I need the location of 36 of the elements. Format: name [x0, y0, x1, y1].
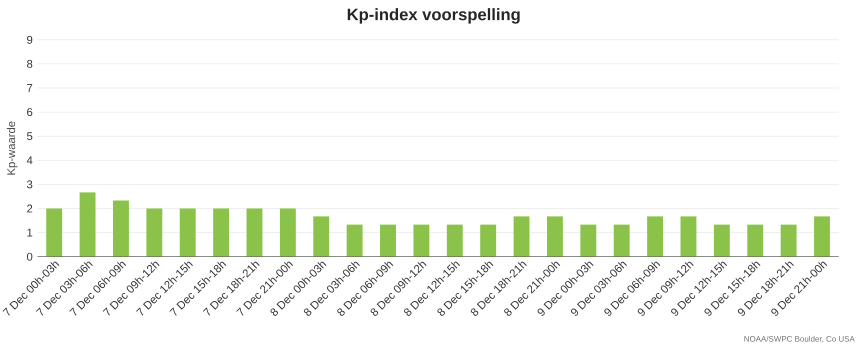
- bar: [280, 208, 296, 257]
- bar: [614, 224, 630, 257]
- bar: [346, 224, 363, 257]
- bar: [80, 192, 96, 257]
- bar: [647, 216, 664, 257]
- bar: [246, 208, 262, 257]
- y-tick-label: 5: [26, 132, 32, 140]
- bar: [814, 216, 830, 257]
- bar: [546, 216, 563, 257]
- bar: [714, 224, 730, 257]
- y-tick-label: 3: [26, 180, 32, 188]
- bar: [480, 224, 496, 257]
- bar: [146, 208, 162, 257]
- y-tick-label: 1: [27, 228, 32, 236]
- bar: [747, 224, 764, 257]
- bar: [46, 208, 62, 257]
- bar: [514, 216, 530, 257]
- bar: [446, 224, 463, 257]
- bar: [180, 208, 196, 257]
- y-axis-title: Kp-waarde: [6, 121, 18, 174]
- y-tick-label: 8: [27, 60, 32, 68]
- y-tick-label: 9: [27, 36, 32, 44]
- chart-title: Kp-index voorspelling: [348, 8, 520, 24]
- bar: [213, 208, 230, 257]
- bar: [112, 200, 129, 257]
- y-tick-label: 0: [26, 252, 32, 261]
- y-tick-label: 2: [27, 204, 32, 212]
- y-tick-label: 6: [27, 108, 32, 116]
- bar: [380, 224, 396, 257]
- bar: [313, 216, 330, 257]
- bar: [680, 216, 696, 257]
- y-tick-label: 4: [26, 156, 32, 164]
- bar: [413, 224, 430, 257]
- bar: [780, 224, 797, 257]
- y-tick-label: 7: [27, 84, 32, 92]
- bar: [580, 224, 596, 257]
